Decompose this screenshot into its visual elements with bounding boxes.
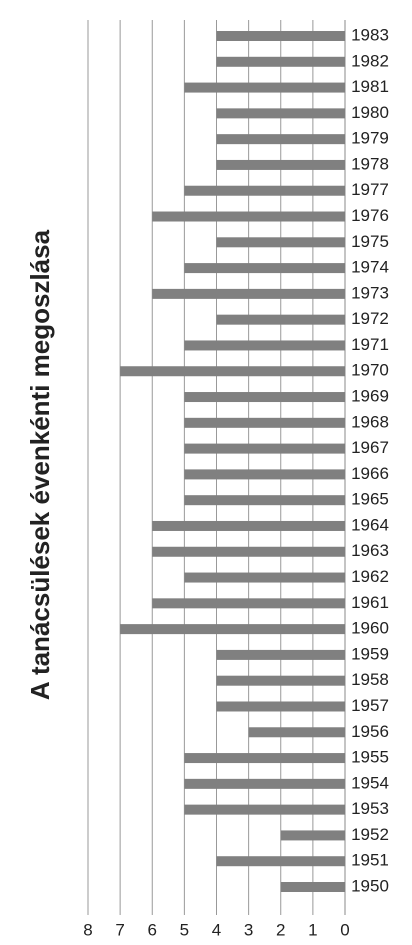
x-tick-label: 1964 xyxy=(351,515,389,534)
y-tick-label: 7 xyxy=(115,920,124,939)
x-tick-label: 1975 xyxy=(351,232,389,251)
x-tick-label: 1958 xyxy=(351,670,389,689)
x-tick-label: 1956 xyxy=(351,722,389,741)
y-tick-label: 8 xyxy=(83,920,92,939)
y-tick-label: 0 xyxy=(340,920,349,939)
bar xyxy=(152,598,345,609)
bar xyxy=(184,804,345,815)
bar xyxy=(248,727,345,738)
x-tick-label: 1963 xyxy=(351,541,389,560)
bar xyxy=(216,314,345,325)
x-tick-label: 1951 xyxy=(351,851,389,870)
bar xyxy=(184,82,345,93)
bar xyxy=(216,108,345,119)
bar xyxy=(184,340,345,351)
y-tick-label: 5 xyxy=(180,920,189,939)
x-tick-label: 1977 xyxy=(351,180,389,199)
bar xyxy=(152,546,345,557)
bar xyxy=(216,31,345,41)
bar xyxy=(184,417,345,428)
x-tick-label: 1978 xyxy=(351,154,389,173)
x-tick-label: 1965 xyxy=(351,490,389,509)
x-tick-label: 1971 xyxy=(351,335,389,354)
bar xyxy=(216,237,345,248)
bar xyxy=(184,572,345,583)
x-tick-label: 1980 xyxy=(351,103,389,122)
x-tick-label: 1972 xyxy=(351,309,389,328)
bar xyxy=(184,185,345,196)
bar xyxy=(152,288,345,299)
x-tick-label: 1981 xyxy=(351,77,389,96)
x-tick-label: 1974 xyxy=(351,258,389,277)
x-tick-label: 1955 xyxy=(351,748,389,767)
bar xyxy=(184,443,345,454)
bar xyxy=(184,263,345,274)
y-tick-label: 1 xyxy=(308,920,317,939)
x-tick-label: 1957 xyxy=(351,696,389,715)
bar xyxy=(120,366,345,377)
bar xyxy=(152,520,345,531)
y-tick-label: 3 xyxy=(244,920,253,939)
x-tick-label: 1968 xyxy=(351,412,389,431)
bar xyxy=(184,778,345,789)
y-tick-label: 4 xyxy=(212,920,221,939)
bar xyxy=(216,701,345,712)
bar xyxy=(184,495,345,506)
x-tick-label: 1950 xyxy=(351,876,389,895)
y-tick-label: 6 xyxy=(148,920,157,939)
x-tick-label: 1979 xyxy=(351,129,389,148)
x-tick-label: 1960 xyxy=(351,619,389,638)
x-tick-label: 1959 xyxy=(351,644,389,663)
bar xyxy=(216,134,345,145)
x-tick-label: 1966 xyxy=(351,464,389,483)
bar xyxy=(152,211,345,222)
x-tick-label: 1954 xyxy=(351,773,389,792)
chart-title: A tanácsülések évenkénti megoszlása xyxy=(25,229,55,700)
x-tick-label: 1953 xyxy=(351,799,389,818)
bar xyxy=(120,624,345,635)
bar xyxy=(184,469,345,480)
bar xyxy=(216,56,345,67)
x-tick-label: 1982 xyxy=(351,51,389,70)
bar xyxy=(184,392,345,403)
x-tick-label: 1969 xyxy=(351,387,389,406)
x-tick-label: 1967 xyxy=(351,438,389,457)
y-tick-label: 2 xyxy=(276,920,285,939)
bar xyxy=(216,856,345,867)
x-tick-label: 1961 xyxy=(351,593,389,612)
x-tick-label: 1952 xyxy=(351,825,389,844)
x-tick-label: 1983 xyxy=(351,25,389,44)
bar xyxy=(280,882,345,892)
bar xyxy=(216,649,345,660)
bar xyxy=(216,159,345,170)
x-tick-label: 1973 xyxy=(351,283,389,302)
x-tick-label: 1976 xyxy=(351,206,389,225)
bar xyxy=(280,830,345,841)
bar xyxy=(216,675,345,686)
x-tick-label: 1962 xyxy=(351,567,389,586)
bar xyxy=(184,753,345,764)
x-tick-label: 1970 xyxy=(351,361,389,380)
